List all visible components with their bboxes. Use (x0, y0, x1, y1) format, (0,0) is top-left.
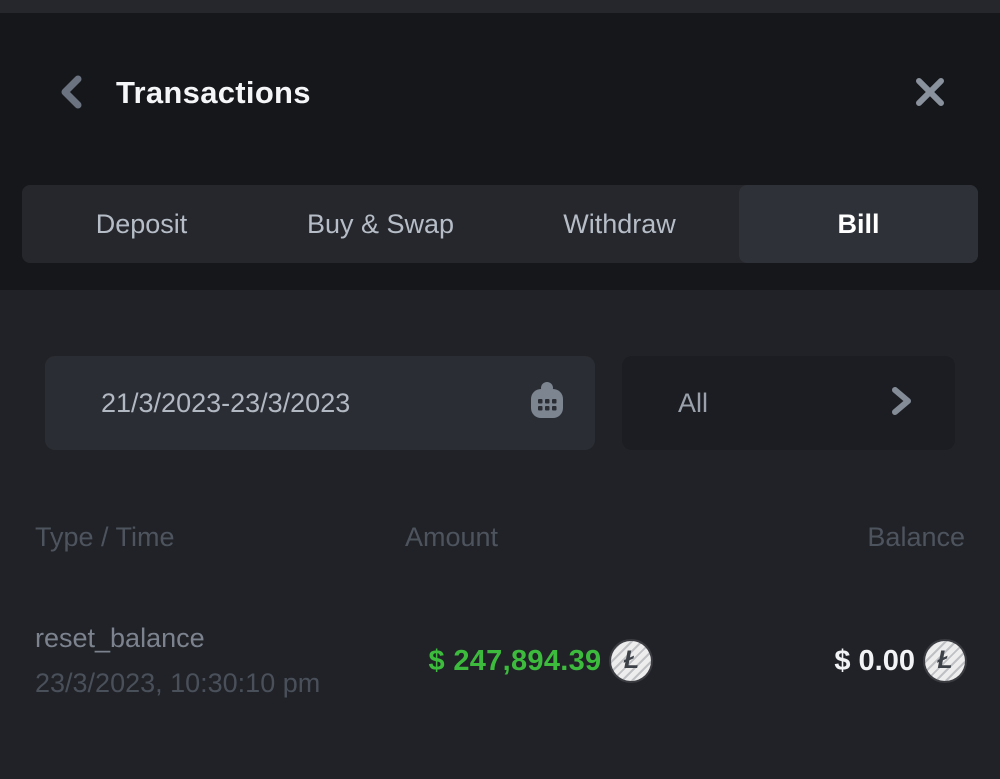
back-button[interactable] (58, 74, 84, 113)
litecoin-glyph: Ł (937, 645, 953, 674)
balance-cell: $ 0.00 Ł (710, 641, 965, 681)
tab-buy-swap[interactable]: Buy & Swap (261, 185, 500, 263)
type-time-cell: reset_balance 23/3/2023, 10:30:10 pm (35, 623, 370, 699)
table-header: Type / Time Amount Balance (35, 522, 965, 553)
transactions-table: Type / Time Amount Balance reset_balance… (35, 522, 965, 699)
chevron-left-icon (58, 74, 84, 113)
close-button[interactable] (912, 74, 948, 113)
calendar-icon[interactable] (529, 381, 565, 425)
type-filter-value: All (678, 387, 709, 418)
table-row: reset_balance 23/3/2023, 10:30:10 pm $ 2… (35, 623, 965, 699)
page-title: Transactions (116, 75, 311, 110)
transaction-time: 23/3/2023, 10:30:10 pm (35, 668, 321, 698)
tab-deposit[interactable]: Deposit (22, 185, 261, 263)
tab-bill[interactable]: Bill (739, 185, 978, 263)
balance-value: $ 0.00 (834, 644, 915, 677)
litecoin-icon: Ł (925, 641, 965, 681)
column-header-type-time: Type / Time (35, 522, 175, 552)
tab-bar: Deposit Buy & Swap Withdraw Bill (22, 185, 978, 263)
modal-header: Transactions Deposit Buy & Swap Withdraw… (0, 13, 1000, 290)
column-header-amount: Amount (405, 522, 499, 552)
filters-row: 21/3/2023-23/3/2023 All (45, 356, 955, 450)
column-header-balance: Balance (867, 522, 965, 552)
litecoin-icon: Ł (611, 641, 652, 681)
date-range-value: 21/3/2023-23/3/2023 (101, 387, 351, 418)
top-strip (0, 0, 1000, 13)
amount-value: $ 247,894.39 (428, 644, 602, 677)
litecoin-glyph: Ł (623, 645, 640, 674)
title-row: Transactions (0, 13, 1000, 111)
transaction-type: reset_balance (35, 623, 205, 653)
tab-withdraw[interactable]: Withdraw (500, 185, 739, 263)
chevron-right-icon[interactable] (887, 384, 915, 423)
amount-cell: $ 247,894.39 Ł (370, 641, 710, 681)
close-icon (912, 74, 948, 113)
date-range-input[interactable]: 21/3/2023-23/3/2023 (45, 356, 595, 450)
type-filter-select[interactable]: All (622, 356, 955, 450)
